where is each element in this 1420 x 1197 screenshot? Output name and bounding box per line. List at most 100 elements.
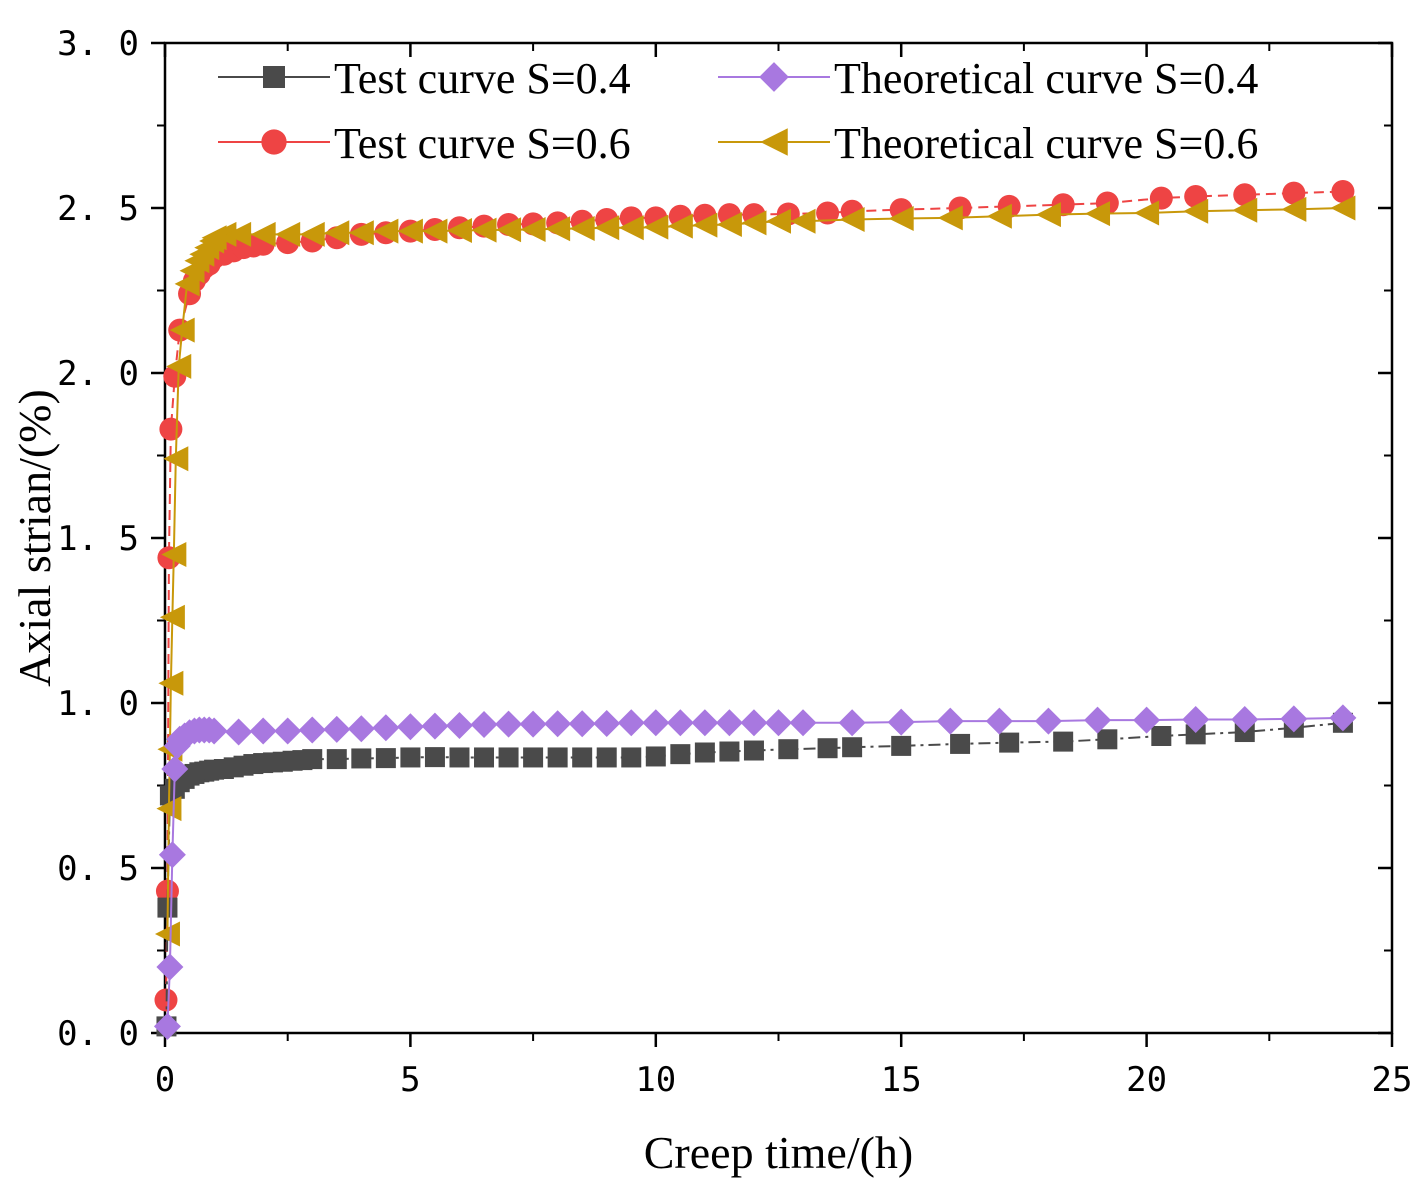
data-point bbox=[163, 446, 189, 472]
data-point bbox=[156, 953, 184, 981]
data-point bbox=[1330, 195, 1356, 221]
data-point bbox=[1085, 201, 1111, 227]
data-point bbox=[520, 216, 546, 242]
data-point bbox=[1185, 724, 1206, 745]
data-point bbox=[594, 215, 620, 241]
data-point bbox=[158, 670, 184, 696]
data-point bbox=[474, 747, 495, 768]
data-point bbox=[226, 221, 252, 247]
data-point bbox=[1097, 729, 1118, 750]
data-point bbox=[569, 215, 595, 241]
data-point bbox=[765, 709, 792, 737]
x-tick-label: 5 bbox=[400, 1060, 420, 1100]
legend-label: Test curve S=0.4 bbox=[334, 54, 631, 103]
data-point bbox=[161, 755, 189, 783]
data-point bbox=[694, 742, 715, 763]
data-point bbox=[156, 796, 182, 822]
legend-marker bbox=[759, 62, 789, 92]
data-point bbox=[778, 739, 799, 760]
data-point bbox=[719, 741, 740, 762]
y-axis-title: Axial strian/(%) bbox=[9, 389, 60, 687]
data-point bbox=[1329, 704, 1357, 732]
data-point bbox=[950, 733, 971, 754]
data-point bbox=[596, 747, 617, 768]
data-point bbox=[544, 710, 572, 738]
data-point bbox=[545, 216, 571, 242]
data-point bbox=[999, 732, 1020, 753]
legend-marker bbox=[760, 128, 788, 156]
data-point bbox=[1280, 705, 1308, 733]
data-point bbox=[568, 710, 596, 738]
y-tick-label: 1. 0 bbox=[57, 684, 139, 724]
data-point bbox=[1232, 197, 1258, 223]
data-point bbox=[1084, 706, 1112, 734]
data-point bbox=[766, 208, 791, 234]
y-tick-label: 1. 5 bbox=[57, 519, 139, 559]
data-point bbox=[789, 709, 817, 737]
data-point bbox=[593, 709, 621, 737]
data-point bbox=[839, 207, 865, 233]
x-tick-label: 15 bbox=[881, 1060, 922, 1100]
legend-entry: Test curve S=0.4 bbox=[218, 54, 631, 103]
data-point bbox=[470, 710, 498, 738]
data-point bbox=[302, 749, 323, 770]
data-point bbox=[324, 220, 350, 246]
y-tick-label: 0. 5 bbox=[57, 849, 139, 889]
data-point bbox=[249, 717, 277, 745]
y-tick-label: 2. 5 bbox=[57, 189, 139, 229]
data-point bbox=[375, 748, 396, 769]
data-point bbox=[519, 710, 547, 738]
data-point bbox=[158, 841, 186, 869]
data-point bbox=[692, 212, 718, 238]
data-point bbox=[790, 208, 816, 234]
data-point bbox=[670, 744, 691, 765]
data-point bbox=[351, 748, 372, 769]
legend-marker bbox=[261, 129, 287, 155]
series-3 bbox=[154, 195, 1356, 947]
data-point bbox=[1134, 200, 1160, 226]
series-1 bbox=[153, 704, 1357, 1040]
data-point bbox=[326, 749, 347, 770]
data-point bbox=[397, 218, 423, 244]
data-point bbox=[298, 716, 326, 744]
data-point bbox=[250, 221, 276, 247]
data-point bbox=[498, 747, 519, 768]
data-point bbox=[618, 215, 644, 241]
data-point bbox=[888, 206, 914, 232]
data-point bbox=[523, 747, 544, 768]
data-point bbox=[643, 214, 669, 240]
data-point bbox=[1183, 198, 1209, 224]
data-point bbox=[225, 718, 253, 746]
data-point bbox=[211, 221, 237, 247]
data-point bbox=[572, 747, 593, 768]
data-point bbox=[621, 747, 642, 768]
data-point bbox=[1182, 706, 1210, 733]
data-point bbox=[159, 604, 185, 630]
data-point bbox=[154, 921, 180, 947]
data-point bbox=[617, 709, 645, 737]
data-point bbox=[716, 212, 742, 237]
data-point bbox=[449, 747, 470, 768]
data-point bbox=[1331, 180, 1355, 203]
data-point bbox=[471, 217, 497, 243]
data-point bbox=[691, 709, 719, 737]
data-point bbox=[422, 218, 448, 244]
data-point bbox=[299, 221, 325, 247]
data-point bbox=[1231, 706, 1259, 733]
data-point bbox=[816, 201, 840, 225]
data-point bbox=[547, 747, 568, 768]
data-point bbox=[396, 713, 424, 741]
data-point bbox=[323, 715, 351, 743]
legend-marker bbox=[263, 66, 285, 88]
data-point bbox=[1034, 707, 1062, 735]
data-point bbox=[400, 747, 421, 768]
data-point bbox=[666, 709, 694, 737]
y-tick-label: 3. 0 bbox=[57, 24, 139, 64]
x-tick-label: 0 bbox=[155, 1060, 175, 1100]
x-tick-label: 25 bbox=[1372, 1060, 1413, 1100]
x-axis-title: Creep time/(h) bbox=[644, 1127, 914, 1178]
data-point bbox=[153, 1012, 181, 1040]
data-point bbox=[887, 708, 915, 736]
